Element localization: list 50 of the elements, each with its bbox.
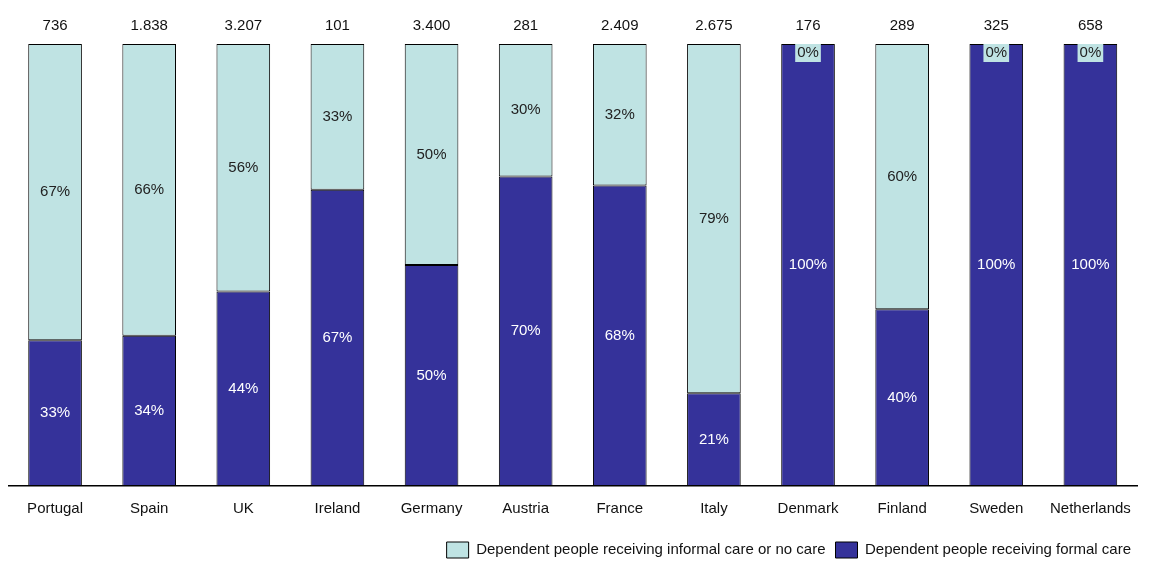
data-label: 44% <box>228 378 259 396</box>
text: 3.207 <box>224 16 263 34</box>
text: 325 <box>983 16 1009 34</box>
data-label: 33% <box>322 107 353 125</box>
x-tick-label: Ireland <box>314 499 361 517</box>
text: 289 <box>889 16 915 34</box>
x-tick-label: Portugal <box>27 499 83 517</box>
data-label: 21% <box>698 429 729 447</box>
data-label: 100% <box>788 255 828 273</box>
x-tick-label: Netherlands <box>1049 499 1131 517</box>
data-label: 100% <box>1071 255 1110 273</box>
data-label: 40% <box>887 387 918 405</box>
data-label: 67% <box>322 328 353 346</box>
text: 1.838 <box>130 16 168 34</box>
x-tick-label: Austria <box>502 499 550 517</box>
text: 2.675 <box>695 16 733 34</box>
data-label: 30% <box>510 100 541 118</box>
text: 658 <box>1077 16 1103 34</box>
data-label: 68% <box>604 325 635 343</box>
text: 176 <box>795 16 821 34</box>
x-tick-label: Spain <box>129 499 169 517</box>
data-label: 33% <box>40 403 71 421</box>
text: 736 <box>42 16 68 34</box>
x-tick-label: Germany <box>400 499 463 517</box>
data-label: 79% <box>698 208 729 226</box>
x-tick-label: Finland <box>877 499 927 517</box>
data-label: 66% <box>134 180 165 197</box>
data-label: 70% <box>510 321 541 339</box>
data-label: 0% <box>1079 43 1102 61</box>
data-label: 100% <box>977 255 1016 273</box>
data-label: 67% <box>40 182 71 200</box>
data-label: 50% <box>416 365 447 383</box>
text: 2.409 <box>601 16 639 34</box>
x-tick-label: Sweden <box>969 499 1024 517</box>
x-tick-label: Denmark <box>777 499 839 517</box>
legend-label: Dependent people receiving informal care or no care <box>476 540 826 558</box>
data-label: 34% <box>134 401 165 418</box>
data-label: 0% <box>797 43 819 61</box>
x-tick-label: France <box>596 499 644 517</box>
data-label: 0% <box>985 43 1008 61</box>
text: 3.400 <box>412 16 451 34</box>
x-tick-label: UK <box>232 499 254 517</box>
data-label: 56% <box>228 157 259 175</box>
legend-label: Dependent people receiving formal care <box>865 540 1132 558</box>
data-label: 32% <box>604 104 635 122</box>
text: 101 <box>324 16 350 34</box>
text: 281 <box>513 16 539 34</box>
data-label: 50% <box>416 144 447 162</box>
x-tick-label: Italy <box>700 499 729 517</box>
data-label: 60% <box>887 166 918 184</box>
